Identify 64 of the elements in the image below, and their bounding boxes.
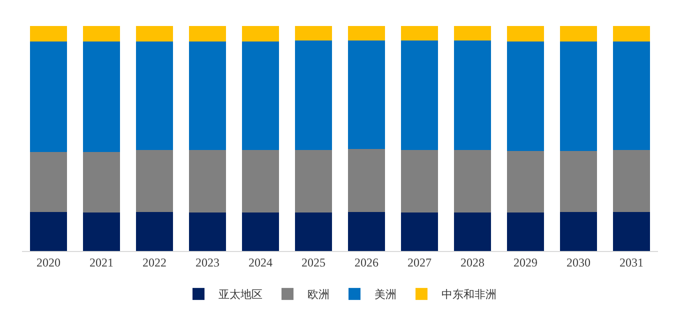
x-tick-label: 2023 <box>196 255 220 270</box>
bar <box>30 212 68 251</box>
legend-label: 美洲 <box>374 288 396 302</box>
bar <box>188 150 226 213</box>
legend-label: 亚太地区 <box>218 288 262 302</box>
bar <box>242 41 280 150</box>
bar <box>136 150 174 212</box>
bar <box>136 41 174 150</box>
bar <box>294 150 332 213</box>
bar <box>294 212 332 251</box>
bar <box>82 41 120 152</box>
legend-label: 欧洲 <box>308 288 330 302</box>
bar <box>560 41 598 152</box>
bar <box>188 41 226 150</box>
bar <box>294 40 332 150</box>
bar <box>560 26 598 42</box>
bar <box>506 41 544 152</box>
bar <box>400 40 438 150</box>
x-tick-label: 2022 <box>142 255 166 270</box>
bar <box>400 150 438 213</box>
bar <box>506 151 544 213</box>
bar <box>612 26 650 42</box>
bar <box>612 212 650 251</box>
bar <box>30 26 68 42</box>
x-tick-label: 2024 <box>248 255 272 270</box>
bar <box>242 150 280 213</box>
x-tick-label: 2028 <box>460 255 484 270</box>
bar <box>242 212 280 251</box>
bar <box>136 212 174 251</box>
bar <box>136 26 174 42</box>
bar <box>454 150 492 213</box>
bar <box>82 152 120 213</box>
bar <box>612 41 650 150</box>
bar <box>560 151 598 212</box>
bar <box>188 212 226 251</box>
bar <box>82 212 120 251</box>
x-tick-label: 2025 <box>302 255 326 270</box>
x-tick-label: 2026 <box>354 255 378 270</box>
bar <box>188 26 226 42</box>
bar <box>454 26 492 40</box>
bar <box>348 212 386 251</box>
x-tick-label: 2021 <box>90 255 114 270</box>
bar <box>400 212 438 251</box>
x-tick-label: 2029 <box>514 255 538 270</box>
bar <box>454 212 492 251</box>
bar <box>348 26 386 40</box>
bar <box>30 152 68 212</box>
x-tick-label: 2030 <box>566 255 590 270</box>
bar <box>348 40 386 150</box>
x-tick-label: 2031 <box>620 255 644 270</box>
bar <box>400 26 438 40</box>
x-tick-label: 2020 <box>36 255 60 270</box>
bar <box>454 40 492 150</box>
bar <box>82 26 120 42</box>
bar <box>506 26 544 42</box>
bar <box>294 26 332 40</box>
x-tick-label: 2027 <box>408 255 432 270</box>
bar <box>348 149 386 212</box>
bar <box>242 26 280 42</box>
bar <box>506 212 544 251</box>
bar <box>612 150 650 212</box>
bar <box>560 212 598 251</box>
legend-label: 中东和非洲 <box>442 288 496 302</box>
bar <box>30 41 68 152</box>
